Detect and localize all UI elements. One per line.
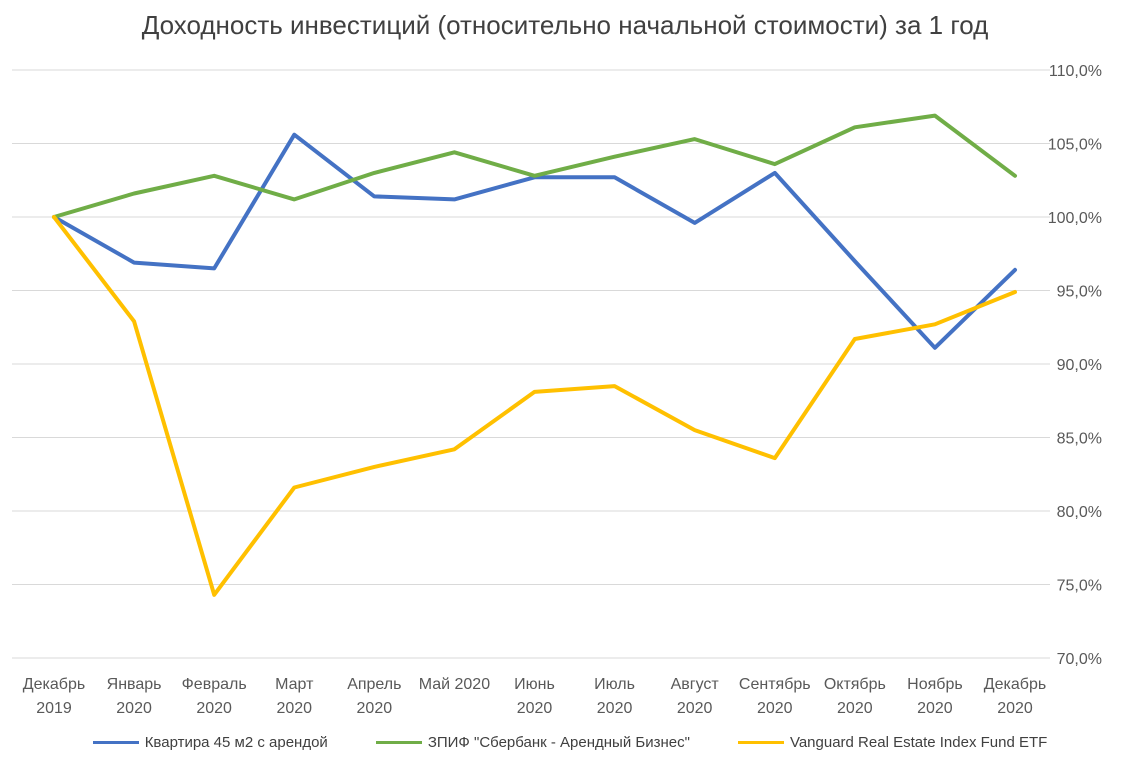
series-line-3 (52, 215, 1017, 597)
y-tick-label: 80,0% (1057, 504, 1102, 521)
legend-swatch (375, 741, 422, 744)
x-tick-label: 2020 (116, 700, 152, 717)
legend-swatch (737, 741, 784, 744)
legend-item-3: Vanguard Real Estate Index Fund ETF (737, 734, 1048, 751)
x-tick-label: 2020 (196, 700, 232, 717)
x-tick-label: Декабрь (984, 676, 1046, 693)
legend-label: ЗПИФ "Сбербанк - Арендный Бизнес" (427, 734, 690, 751)
legend-item-2: ЗПИФ "Сбербанк - Арендный Бизнес" (375, 734, 690, 751)
x-tick-label: 2020 (757, 700, 793, 717)
x-tick-label: 2020 (276, 700, 312, 717)
legend: Квартира 45 м2 с арендой ЗПИФ "Сбербанк -… (0, 734, 1140, 751)
x-tick-label: Март (275, 676, 314, 693)
x-tick-label: Декабрь (23, 676, 85, 693)
x-axis-tick-labels: Декабрь 2019 Январь 2020 Февраль 2020 Март 2020… (23, 676, 1046, 717)
gridlines (12, 69, 1050, 659)
x-tick-label: Февраль (182, 676, 247, 693)
x-tick-label: Июль (594, 676, 635, 693)
y-tick-label: 70,0% (1057, 651, 1102, 668)
x-tick-label: Апрель (347, 676, 401, 693)
x-tick-label: 2020 (837, 700, 873, 717)
legend-label: Квартира 45 м2 с арендой (144, 734, 328, 751)
series-line-1 (52, 132, 1017, 350)
x-tick-label: Май 2020 (419, 676, 490, 693)
x-tick-label: Ноябрь (907, 676, 963, 693)
x-tick-label: Август (671, 676, 720, 693)
series-lines (52, 113, 1017, 597)
y-tick-label: 85,0% (1057, 431, 1102, 448)
y-tick-label: 110,0% (1049, 63, 1102, 80)
y-tick-label: 90,0% (1057, 357, 1102, 374)
x-tick-label: 2020 (517, 700, 553, 717)
x-tick-label: 2020 (357, 700, 393, 717)
series-line-2 (52, 113, 1017, 219)
y-tick-label: 95,0% (1057, 284, 1102, 301)
y-axis-tick-labels: 70,0% 75,0% 80,0% 85,0% 90,0% 95,0% 100,0% 105,… (1048, 63, 1102, 668)
x-tick-label: Июнь (514, 676, 555, 693)
y-tick-label: 100,0% (1048, 210, 1102, 227)
legend-label: Vanguard Real Estate Index Fund ETF (789, 734, 1048, 751)
x-tick-label: Сентябрь (739, 676, 811, 693)
legend-swatch (92, 741, 139, 744)
y-tick-label: 105,0% (1048, 137, 1102, 154)
x-tick-label: 2020 (997, 700, 1033, 717)
chart-title: Доходность инвестиций (относительно нача… (141, 10, 989, 40)
x-tick-label: 2020 (677, 700, 713, 717)
x-tick-label: 2020 (917, 700, 953, 717)
legend-item-1: Квартира 45 м2 с арендой (92, 734, 328, 751)
x-tick-label: Январь (107, 676, 162, 693)
x-tick-label: 2020 (597, 700, 633, 717)
x-tick-label: 2019 (36, 700, 72, 717)
y-tick-label: 75,0% (1057, 578, 1102, 595)
x-tick-label: Октябрь (824, 676, 886, 693)
